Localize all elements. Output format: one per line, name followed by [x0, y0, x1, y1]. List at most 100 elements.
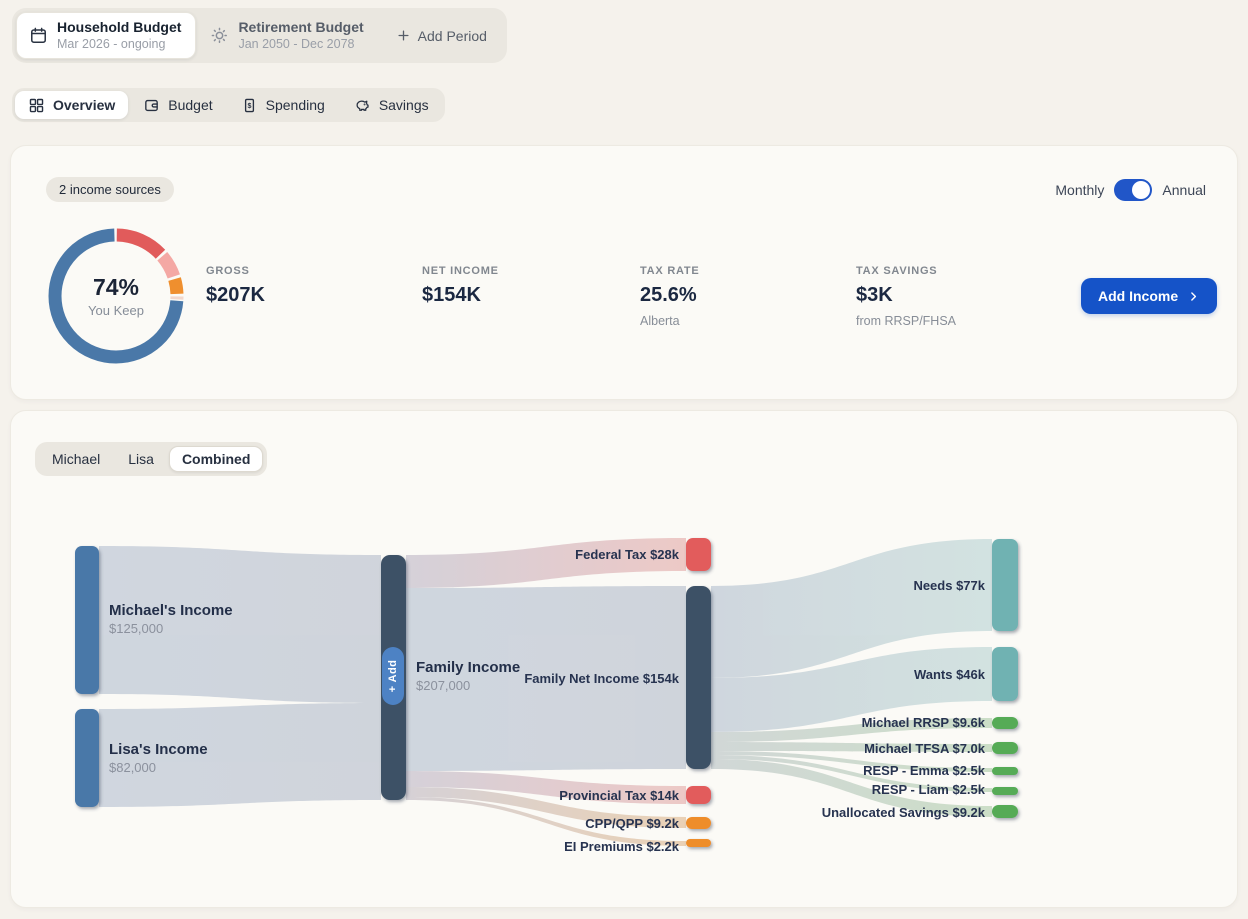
tab-label: Budget: [168, 97, 213, 113]
add-period-button[interactable]: Add Period: [380, 12, 503, 59]
stat-label: TAX RATE: [640, 265, 700, 277]
keep-rate-donut: 74% You Keep: [43, 223, 189, 369]
stat-value: $154K: [422, 284, 481, 306]
node-resp-emma[interactable]: [992, 767, 1018, 775]
stat-value: $207K: [206, 284, 265, 306]
period-tab-retirement[interactable]: Retirement Budget Jan 2050 - Dec 2078: [198, 12, 377, 59]
node-ei[interactable]: [686, 839, 711, 847]
node-provincial-tax[interactable]: [686, 786, 711, 804]
person-tab-lisa[interactable]: Lisa: [128, 451, 154, 467]
svg-text:$: $: [247, 101, 251, 109]
donut-chart: [48, 228, 184, 364]
flow-net-to-tfsa: [711, 742, 992, 752]
donut-segment-you-keep: [48, 228, 184, 364]
value-lisa-income: $82,000: [109, 760, 156, 775]
label-family-income: Family Income: [416, 659, 520, 676]
add-income-node-button[interactable]: + Add: [382, 647, 404, 705]
label-wants: Wants $46k: [914, 667, 986, 682]
income-summary-card: 2 income sources Monthly Annual 74% You …: [10, 145, 1238, 400]
label-michael-income: Michael's Income: [109, 602, 233, 619]
stat-value: $3K: [856, 284, 893, 306]
stat-sub: from RRSP/FHSA: [856, 314, 957, 328]
banknote-icon: $: [241, 97, 258, 114]
flow-net-to-resp-emma: [711, 751, 992, 772]
main-nav: Overview Budget $ Spending Savings: [12, 88, 445, 122]
node-needs[interactable]: [992, 539, 1018, 631]
wallet-icon: [143, 97, 160, 114]
node-tfsa[interactable]: [992, 742, 1018, 754]
period-selector: Household Budget Mar 2026 - ongoing Reti…: [12, 8, 507, 64]
flow-net-to-resp-liam: [711, 755, 992, 792]
monthly-annual-switch[interactable]: [1114, 179, 1153, 201]
tab-overview[interactable]: Overview: [15, 91, 129, 119]
period-range: Jan 2050 - Dec 2078: [238, 36, 355, 51]
node-wants[interactable]: [992, 647, 1018, 701]
income-sources-badge: 2 income sources: [46, 177, 174, 202]
tab-spending[interactable]: $ Spending: [228, 91, 338, 119]
tab-label: Savings: [378, 97, 429, 113]
stat-label: TAX SAVINGS: [856, 265, 938, 277]
flow-net-to-wants: [711, 647, 992, 732]
person-tab-combined[interactable]: Combined: [168, 446, 264, 472]
node-family-net-income[interactable]: [686, 586, 711, 769]
flow-family-to-ei: [406, 797, 686, 846]
node-resp-liam[interactable]: [992, 787, 1018, 795]
flow-lisa-to-family: [99, 703, 381, 807]
cashflow-sankey-card: Michael Lisa Combined: [10, 410, 1238, 908]
period-tab-household[interactable]: Household Budget Mar 2026 - ongoing: [16, 12, 197, 60]
sankey-diagram: + Add Michael's Income $125,000 Lisa's I…: [75, 538, 1018, 854]
keep-caption: You Keep: [88, 303, 144, 318]
label-resp-emma: RESP - Emma $2.5k: [863, 763, 986, 778]
value-family-income: $207,000: [416, 678, 470, 693]
label-family-net-income: Family Net Income $154k: [524, 671, 679, 686]
period-granularity-toggle: Monthly Annual: [1055, 179, 1206, 201]
person-tab-michael[interactable]: Michael: [52, 451, 101, 467]
calendar-icon: [29, 26, 48, 45]
label-resp-liam: RESP - Liam $2.5k: [872, 782, 986, 797]
flow-family-to-cpp: [406, 787, 686, 828]
add-node-label: + Add: [387, 660, 399, 693]
sun-icon: [210, 26, 229, 45]
label-tfsa: Michael TFSA $7.0k: [864, 741, 986, 756]
stat-tax-rate: TAX RATE 25.6% Alberta: [640, 265, 700, 328]
node-unallocated[interactable]: [992, 805, 1018, 818]
stat-label: GROSS: [206, 265, 250, 277]
grid-icon: [28, 97, 45, 114]
switch-knob: [1132, 181, 1151, 199]
flow-net-to-needs: [711, 539, 992, 678]
plus-icon: [396, 28, 411, 43]
label-federal-tax: Federal Tax $28k: [575, 547, 680, 562]
stat-label: NET INCOME: [422, 265, 499, 277]
label-cpp: CPP/QPP $9.2k: [585, 816, 679, 831]
stat-sub: Alberta: [640, 314, 680, 328]
node-rrsp[interactable]: [992, 717, 1018, 729]
period-title: Retirement Budget: [238, 19, 364, 35]
flow-michael-to-family: [99, 546, 381, 703]
flow-family-to-federal-tax: [406, 538, 686, 588]
add-income-button[interactable]: Add Income: [1081, 278, 1218, 314]
tab-label: Overview: [53, 97, 116, 113]
person-tabs: Michael Lisa Combined: [35, 442, 268, 476]
toggle-label-monthly[interactable]: Monthly: [1055, 182, 1105, 198]
node-lisa-income[interactable]: [75, 709, 99, 807]
period-title: Household Budget: [57, 19, 182, 35]
label-rrsp: Michael RRSP $9.6k: [862, 715, 986, 730]
stat-net-income: NET INCOME $154K: [422, 265, 499, 307]
stat-value: 25.6%: [640, 284, 697, 306]
node-federal-tax[interactable]: [686, 538, 711, 571]
toggle-label-annual[interactable]: Annual: [1162, 182, 1206, 198]
node-cpp[interactable]: [686, 817, 711, 829]
label-needs: Needs $77k: [913, 578, 985, 593]
flow-net-to-unallocated: [711, 759, 992, 817]
add-income-label: Add Income: [1098, 288, 1179, 304]
tab-budget[interactable]: Budget: [130, 91, 225, 119]
value-michael-income: $125,000: [109, 621, 163, 636]
tab-savings[interactable]: Savings: [340, 91, 442, 119]
node-michael-income[interactable]: [75, 546, 99, 694]
flow-family-to-net-income: [406, 586, 686, 771]
add-period-label: Add Period: [417, 27, 487, 44]
flow-net-to-rrsp: [711, 718, 992, 742]
stat-tax-savings: TAX SAVINGS $3K from RRSP/FHSA: [856, 265, 956, 328]
tab-label: Spending: [265, 97, 325, 113]
stat-gross: GROSS $207K: [206, 265, 265, 307]
